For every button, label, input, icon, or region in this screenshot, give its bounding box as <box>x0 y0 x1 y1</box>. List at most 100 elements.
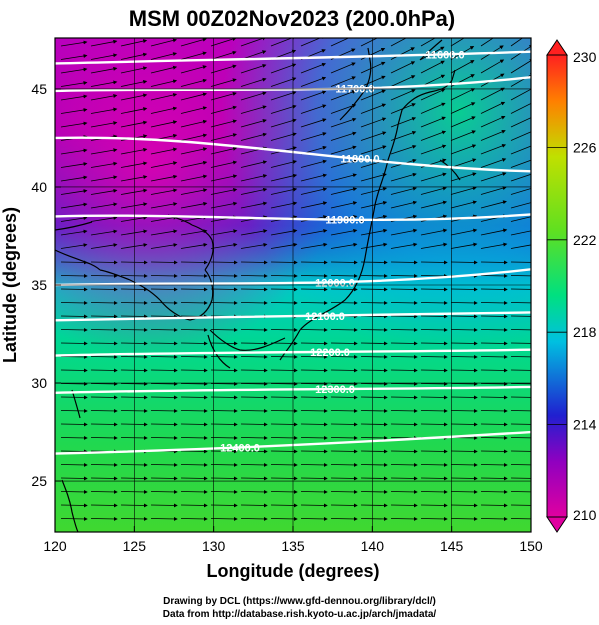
wind-arrow <box>330 62 356 74</box>
contour-label: 11900.0 <box>325 215 364 227</box>
wind-arrow <box>90 300 118 305</box>
wind-arrow <box>180 422 208 427</box>
wind-arrow <box>60 503 88 508</box>
wind-arrow <box>270 132 297 141</box>
wind-arrow <box>120 287 148 292</box>
wind-arrow <box>150 516 178 521</box>
wind-arrow <box>420 422 448 427</box>
wind-arrow <box>240 260 268 265</box>
wind-arrow <box>300 489 328 494</box>
wind-arrow <box>210 160 238 168</box>
wind-arrow <box>300 104 327 114</box>
wind-arrow <box>330 260 358 265</box>
wind-arrow <box>450 327 478 332</box>
wind-arrow <box>60 408 88 413</box>
wind-arrow <box>150 242 178 249</box>
colorbar-tick-label: 222 <box>573 232 597 248</box>
contour-line <box>55 76 531 93</box>
wind-arrow <box>60 162 88 168</box>
wind-arrow <box>360 242 388 249</box>
wind-arrow <box>480 476 508 481</box>
wind-arrow <box>150 489 178 494</box>
wind-arrow <box>390 61 416 74</box>
wind-arrow <box>150 462 178 467</box>
wind-arrow <box>210 229 238 236</box>
wind-arrow <box>360 47 386 60</box>
wind-arrow <box>330 476 358 481</box>
wind-arrow <box>300 449 328 454</box>
wind-arrow <box>120 341 148 346</box>
wind-arrow <box>150 188 178 195</box>
wind-arrow <box>420 476 448 481</box>
contour-label: 12000.0 <box>315 277 355 289</box>
wind-arrow <box>480 368 508 373</box>
wind-arrow <box>300 38 326 47</box>
wind-arrow <box>120 408 148 413</box>
wind-arrow <box>420 354 448 359</box>
wind-arrow <box>270 273 298 278</box>
wind-arrow <box>120 354 148 359</box>
wind-arrow <box>300 476 328 481</box>
wind-arrow <box>180 503 208 508</box>
wind-arrow <box>450 88 476 101</box>
wind-arrow <box>420 273 448 278</box>
wind-arrow <box>180 78 207 87</box>
wind-arrow <box>240 64 267 74</box>
wind-arrow <box>450 38 465 47</box>
wind-arrow <box>150 476 178 481</box>
wind-arrow <box>480 449 508 454</box>
wind-arrow <box>240 435 268 440</box>
wind-arrow <box>360 173 387 182</box>
wind-arrow <box>420 172 447 182</box>
wind-arrow <box>210 119 237 128</box>
wind-arrow <box>420 449 448 454</box>
x-tick-label: 140 <box>361 538 385 554</box>
x-tick-label: 145 <box>440 538 464 554</box>
wind-arrow <box>510 87 531 101</box>
wind-arrow <box>180 368 208 373</box>
wind-arrow <box>210 146 238 155</box>
wind-arrow <box>330 159 357 168</box>
wind-arrow <box>150 503 178 508</box>
wind-arrow <box>210 476 238 481</box>
x-tick-label: 120 <box>43 538 67 554</box>
wind-arrow <box>240 160 268 168</box>
wind-arrow <box>210 64 237 74</box>
wind-arrow <box>330 435 358 440</box>
wind-arrow <box>420 314 448 319</box>
wind-arrow <box>210 368 238 373</box>
wind-arrow <box>450 158 477 168</box>
wind-arrow <box>390 144 417 155</box>
wind-arrow <box>480 172 507 182</box>
wind-arrow <box>300 173 328 182</box>
wind-arrow <box>120 327 148 332</box>
wind-arrow <box>510 518 531 520</box>
wind-arrow <box>210 38 237 47</box>
wind-arrow <box>420 300 448 305</box>
contour-line <box>55 50 531 65</box>
wind-arrow <box>390 395 418 400</box>
wind-arrow <box>180 160 208 168</box>
wind-arrow <box>330 341 358 346</box>
wind-arrow <box>60 81 88 87</box>
contour-line <box>55 385 531 395</box>
wind-arrow <box>210 395 238 400</box>
wind-arrow <box>150 354 178 359</box>
wind-arrow <box>270 260 298 265</box>
wind-arrow <box>90 175 118 182</box>
wind-arrow <box>180 395 208 400</box>
wind-arrow <box>150 106 178 114</box>
wind-arrow <box>420 503 448 508</box>
wind-arrow <box>450 462 478 467</box>
wind-arrow <box>60 53 88 60</box>
wind-arrow <box>150 341 178 346</box>
wind-arrow <box>270 118 297 128</box>
wind-arrow <box>480 144 507 155</box>
wind-arrow <box>300 503 328 508</box>
wind-arrow <box>150 368 178 373</box>
wind-arrow <box>300 341 328 346</box>
wind-arrow <box>270 242 298 249</box>
wind-arrow <box>390 273 418 278</box>
wind-arrow <box>420 408 448 413</box>
wind-arrow <box>90 489 118 494</box>
